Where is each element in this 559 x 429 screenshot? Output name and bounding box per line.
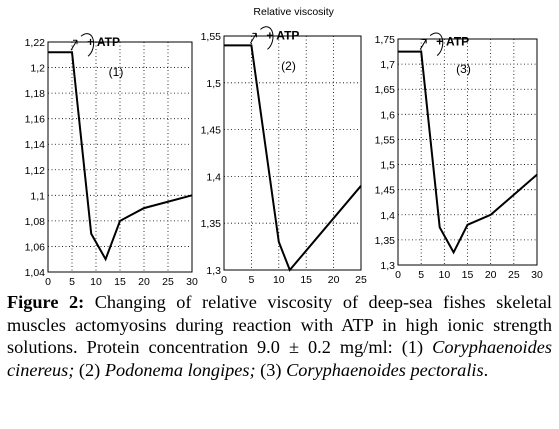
y-tick-label: 1,75 xyxy=(375,34,396,46)
x-tick-label: 10 xyxy=(273,274,285,286)
caption-text-2: (2) xyxy=(74,359,105,380)
x-tick-label: 0 xyxy=(45,276,51,288)
x-tick-label: 0 xyxy=(395,269,401,281)
y-tick-label: 1,2 xyxy=(30,63,45,75)
y-tick-label: 1,22 xyxy=(25,37,46,49)
x-tick-label: 10 xyxy=(90,276,102,288)
y-tick-label: 1,04 xyxy=(25,267,46,279)
y-tick-label: 1,55 xyxy=(201,31,222,43)
x-tick-label: 25 xyxy=(162,276,174,288)
y-tick-label: 1,45 xyxy=(201,125,222,137)
caption-text-3: (3) xyxy=(255,359,287,380)
x-tick-label: 30 xyxy=(186,276,198,288)
x-tick-label: 5 xyxy=(69,276,75,288)
atp-curve-icon xyxy=(80,33,95,57)
species-3: Coryphaenoides pectoralis xyxy=(286,359,484,380)
x-tick-label: 25 xyxy=(355,274,367,286)
y-tick-label: 1,35 xyxy=(201,218,222,230)
plot-frame xyxy=(47,41,193,273)
y-tick-label: 1,55 xyxy=(375,134,396,146)
atp-arrow-icon xyxy=(70,39,78,51)
x-tick-label: 15 xyxy=(300,274,312,286)
y-tick-label: 1,35 xyxy=(375,235,396,247)
chart-top-label: Relative viscosity xyxy=(253,6,334,18)
x-tick-label: 10 xyxy=(438,269,450,281)
x-tick-label: 30 xyxy=(531,269,543,281)
atp-annotation: + ATP xyxy=(436,35,469,49)
chart-panel-2: 1,3 1,35 1,4 1,45 1,5 1,55 0 5 10 15 20 25 + ATP (2) R… xyxy=(201,6,367,286)
atp-curve-icon xyxy=(429,32,444,56)
x-tick-label: 25 xyxy=(508,269,520,281)
x-tick-label: 20 xyxy=(485,269,497,281)
figure-label: Figure 2: xyxy=(7,292,85,312)
y-tick-label: 1,3 xyxy=(380,260,395,272)
x-tick-label: 15 xyxy=(462,269,474,281)
y-tick-label: 1,1 xyxy=(30,190,45,202)
x-tick-label: 5 xyxy=(248,274,254,286)
panel-label: (2) xyxy=(281,59,296,73)
figure-caption: Figure 2: Changing of relative viscosity… xyxy=(7,291,552,381)
y-tick-label: 1,5 xyxy=(206,78,221,90)
series-line xyxy=(398,50,538,255)
atp-arrow-icon xyxy=(419,39,427,50)
caption-text-4: . xyxy=(483,359,489,380)
species-1: Coryphaenoides cinereus; xyxy=(7,337,552,380)
x-tick-label: 20 xyxy=(138,276,150,288)
atp-arrow-icon xyxy=(249,32,257,44)
x-tick-label: 5 xyxy=(418,269,424,281)
y-tick-label: 1,45 xyxy=(375,185,396,197)
panel-label: (3) xyxy=(456,62,471,76)
x-tick-label: 15 xyxy=(114,276,126,288)
caption-text-1: Changing of relative viscosity of deep-s… xyxy=(7,292,552,357)
x-tick-label: 20 xyxy=(328,274,340,286)
panel-label: (1) xyxy=(109,65,124,79)
y-tick-label: 1,4 xyxy=(206,171,221,183)
atp-annotation: + ATP xyxy=(87,35,120,49)
y-tick-label: 1,6 xyxy=(380,109,395,121)
y-tick-label: 1,5 xyxy=(380,160,395,172)
y-tick-label: 1,08 xyxy=(25,216,46,228)
plot-frame xyxy=(223,35,362,271)
atp-annotation: + ATP xyxy=(266,28,299,42)
y-tick-label: 1,06 xyxy=(25,241,46,253)
chart-panel-1: 1,04 1,06 1,08 1,1 1,12 1,14 1,16 1,18 1,2 1,22 0 5… xyxy=(25,33,198,288)
species-2: Podonema longipes; xyxy=(104,359,256,380)
y-tick-label: 1,18 xyxy=(25,88,46,100)
charts-area: 1,04 1,06 1,08 1,1 1,12 1,14 1,16 1,18 1,2 1,22 0 5… xyxy=(25,6,543,288)
y-tick-label: 1,14 xyxy=(25,139,46,151)
y-tick-label: 1,16 xyxy=(25,114,46,126)
series-line xyxy=(224,44,362,272)
y-tick-label: 1,3 xyxy=(206,265,221,277)
y-tick-label: 1,4 xyxy=(380,210,395,222)
y-tick-label: 1,12 xyxy=(25,165,46,177)
atp-curve-icon xyxy=(260,26,274,50)
x-tick-label: 0 xyxy=(221,274,227,286)
y-tick-label: 1,65 xyxy=(375,84,396,96)
series-line xyxy=(48,51,193,262)
y-tick-label: 1,7 xyxy=(380,59,395,71)
chart-panel-3: 1,3 1,35 1,4 1,45 1,5 1,55 1,6 1,65 1,7 1,75 0 5 10 1… xyxy=(375,32,543,281)
